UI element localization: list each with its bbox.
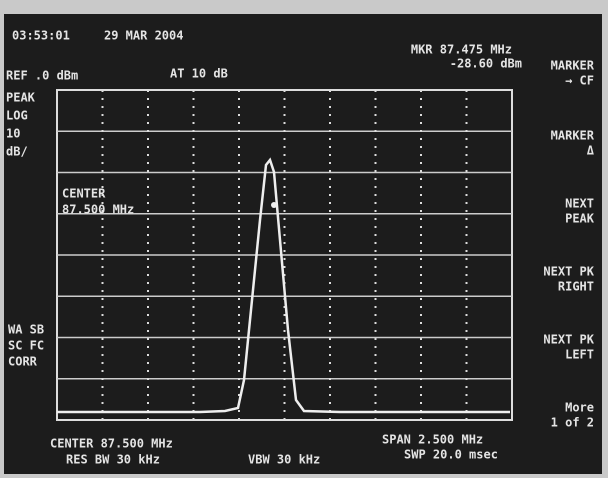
footer-vbw: VBW 30 kHz — [248, 453, 320, 467]
softkey-label: NEXT PK — [543, 333, 594, 347]
softkey-label: LEFT — [565, 348, 594, 362]
center-annotation: CENTER — [62, 187, 106, 201]
left-label: dB/ — [6, 145, 28, 159]
lower-left-label: SC FC — [8, 339, 44, 353]
analyzer-screen: 03:53:01 29 MAR 2004 MKR 87.475 MHz -28.… — [0, 0, 608, 478]
left-label: 10 — [6, 127, 20, 141]
reference-level: REF .0 dBm — [6, 69, 78, 83]
marker — [271, 202, 277, 208]
softkey-label: NEXT PK — [543, 265, 594, 279]
softkey-label: NEXT — [565, 197, 594, 211]
softkey-label: → CF — [565, 74, 594, 88]
marker-level: -28.60 dBm — [450, 57, 522, 71]
footer-center: CENTER 87.500 MHz — [50, 437, 173, 451]
softkey-label: 1 of 2 — [551, 416, 594, 430]
marker-frequency: MKR 87.475 MHz — [411, 43, 512, 57]
date: 29 MAR 2004 — [104, 29, 183, 43]
softkey-label: MARKER — [551, 129, 595, 143]
left-label: LOG — [6, 109, 28, 123]
lower-left-label: CORR — [8, 355, 38, 369]
footer-span: SPAN 2.500 MHz — [382, 433, 483, 447]
footer-res-bw: RES BW 30 kHz — [66, 453, 160, 467]
footer-sweep: SWP 20.0 msec — [404, 448, 498, 462]
center-annotation: 87.500 MHz — [62, 203, 134, 217]
lower-left-label: WA SB — [8, 323, 44, 337]
softkey-label: RIGHT — [558, 280, 594, 294]
left-label: PEAK — [6, 91, 36, 105]
softkey-label: PEAK — [565, 212, 595, 226]
softkey-label: More — [565, 401, 594, 415]
time: 03:53:01 — [12, 29, 70, 43]
softkey-label: Δ — [587, 144, 595, 158]
softkey-label: MARKER — [551, 59, 595, 73]
attenuation: AT 10 dB — [170, 67, 228, 81]
